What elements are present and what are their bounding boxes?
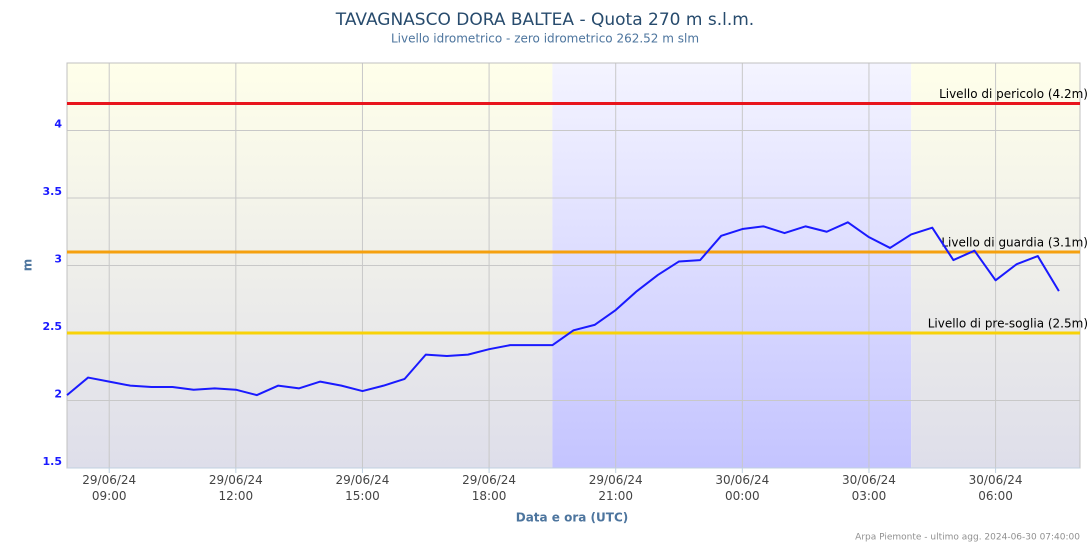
- y-tick-label: 2: [54, 388, 62, 401]
- threshold-label: Livello di pericolo (4.2m): [939, 87, 1088, 101]
- x-tick-label: 29/06/24 18:00: [462, 473, 516, 503]
- threshold-label: Livello di pre-soglia (2.5m): [928, 317, 1088, 331]
- y-tick-label: 3.5: [43, 185, 63, 198]
- x-tick-label-line: 29/06/24: [82, 473, 136, 487]
- x-tick-label-line: 06:00: [978, 489, 1013, 503]
- x-tick-label-line: 30/06/24: [969, 473, 1023, 487]
- footer: Arpa Piemonte - ultimo agg. 2024-06-30 0…: [855, 533, 1080, 543]
- x-tick-label: 30/06/24 06:00: [969, 473, 1023, 503]
- x-tick-label-line: 18:00: [472, 489, 507, 503]
- x-tick-label: 29/06/24 21:00: [589, 473, 643, 503]
- x-tick-label-line: 30/06/24: [842, 473, 896, 487]
- x-tick-label: 30/06/24 03:00: [842, 473, 896, 503]
- y-tick-label: 4: [54, 118, 62, 131]
- x-tick-label-line: 09:00: [92, 489, 127, 503]
- data-line: [66, 221, 1060, 397]
- y-tick-label: 1.5: [43, 455, 63, 468]
- x-tick-label-line: 29/06/24: [589, 473, 643, 487]
- chart-title: TAVAGNASCO DORA BALTEA - Quota 270 m s.l…: [335, 10, 754, 30]
- x-tick-label-line: 00:00: [725, 489, 760, 503]
- x-tick-label-line: 29/06/24: [336, 473, 390, 487]
- chart-subtitle: Livello idrometrico - zero idrometrico 2…: [391, 32, 699, 46]
- x-tick-label-line: 21:00: [598, 489, 633, 503]
- y-tick-label: 2.5: [43, 320, 63, 333]
- y-tick-label: 3: [54, 253, 62, 266]
- x-tick-label: 29/06/24 15:00: [336, 473, 390, 503]
- x-tick-label-line: 30/06/24: [715, 473, 769, 487]
- x-axis-title: Data e ora (UTC): [516, 511, 629, 525]
- x-tick-label-line: 15:00: [345, 489, 380, 503]
- x-tick-label-line: 29/06/24: [462, 473, 516, 487]
- x-tick-label-line: 03:00: [852, 489, 887, 503]
- x-tick-label-line: 29/06/24: [209, 473, 263, 487]
- x-tick-label-line: 12:00: [219, 489, 254, 503]
- x-tick-label: 29/06/24 12:00: [209, 473, 263, 503]
- x-tick-label: 30/06/24 00:00: [715, 473, 769, 503]
- x-tick-label: 29/06/24 09:00: [82, 473, 136, 503]
- y-axis-title: m: [21, 259, 35, 272]
- threshold-label: Livello di guardia (3.1m): [941, 236, 1088, 250]
